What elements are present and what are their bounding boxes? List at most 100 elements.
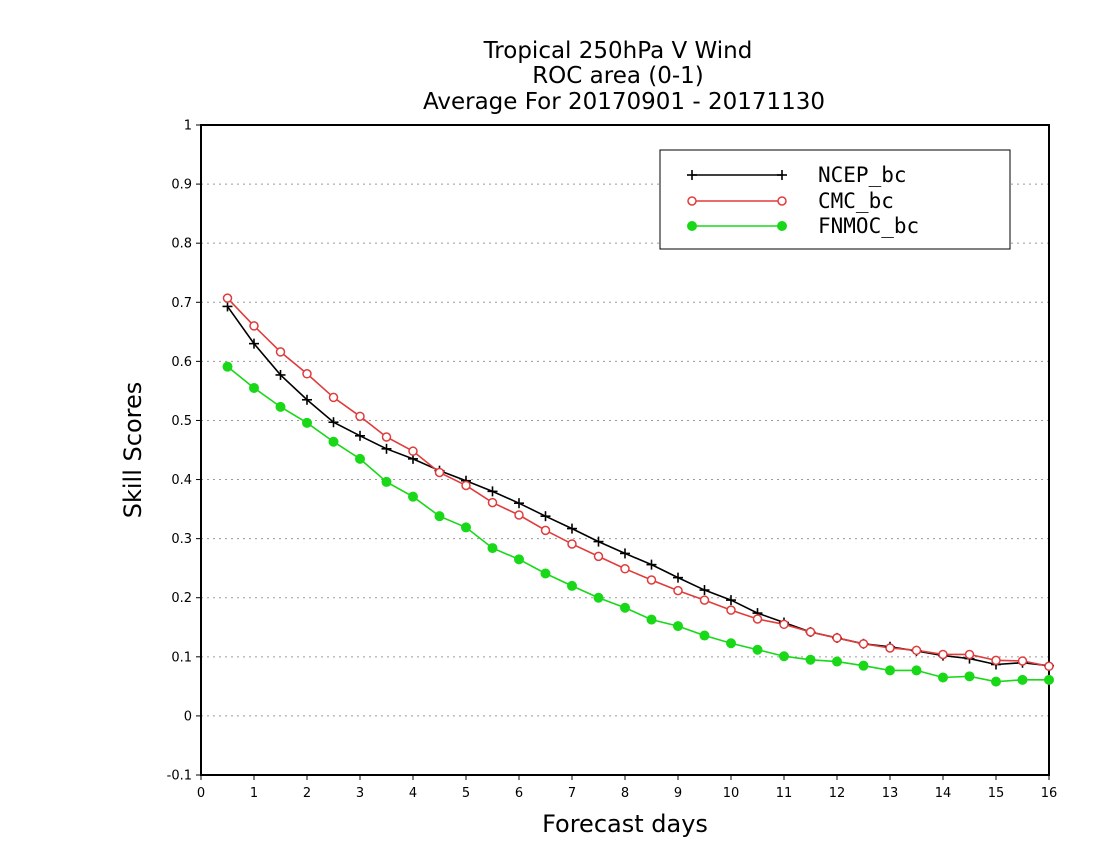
- data-point: [858, 660, 869, 671]
- x-tick-label: 5: [462, 786, 470, 801]
- y-tick-label: -0.1: [167, 769, 192, 784]
- data-point: [911, 645, 922, 656]
- x-tick-label: 6: [515, 786, 523, 801]
- data-point: [328, 417, 339, 428]
- data-point: [355, 430, 365, 441]
- data-point: [964, 649, 975, 660]
- data-point: [302, 369, 312, 379]
- chart-title-line-2: ROC area (0-1): [532, 63, 704, 89]
- data-point: [699, 630, 710, 641]
- data-point: [302, 394, 312, 405]
- y-tick-label: 0.1: [171, 650, 192, 665]
- data-point: [302, 417, 312, 428]
- data-point: [328, 392, 339, 403]
- data-point: [249, 321, 259, 331]
- y-tick-label: 0.9: [171, 178, 192, 193]
- data-point: [567, 580, 577, 591]
- data-point: [779, 651, 789, 662]
- data-point: [673, 572, 683, 583]
- series-line-fnmoc-bc: [226, 366, 1049, 683]
- y-tick-label: 0.7: [171, 296, 192, 311]
- data-point: [275, 401, 286, 412]
- data-point: [620, 602, 630, 613]
- data-point: [964, 671, 975, 682]
- y-tick-label: 0.8: [171, 237, 192, 252]
- x-tick-label: 4: [409, 786, 417, 801]
- data-point: [832, 633, 842, 643]
- data-point: [381, 476, 392, 487]
- y-tick-label: 0.2: [171, 591, 192, 606]
- x-tick-label: 10: [723, 786, 740, 801]
- data-point: [832, 656, 842, 667]
- x-tick-label: 0: [197, 786, 205, 801]
- legend-marker: [777, 170, 787, 180]
- data-point: [885, 665, 895, 676]
- data-point: [593, 551, 604, 562]
- series-line-ncep-bc: [226, 305, 1050, 667]
- data-point: [540, 511, 551, 522]
- data-point: [1017, 656, 1028, 666]
- data-point: [646, 614, 657, 625]
- x-tick-label: 13: [882, 786, 899, 801]
- data-point: [355, 453, 365, 464]
- data-point: [938, 672, 948, 683]
- data-point: [699, 595, 710, 605]
- x-tick-label: 3: [356, 786, 364, 801]
- data-point: [355, 411, 365, 422]
- data-point: [514, 554, 524, 565]
- y-tick-label: 1: [184, 119, 192, 134]
- series-line-cmc-bc: [226, 297, 1050, 668]
- data-point: [514, 498, 524, 509]
- y-tick-label: 0.6: [171, 355, 192, 370]
- data-point: [567, 539, 577, 549]
- grid-lines: [201, 183, 1049, 717]
- legend-marker: [687, 196, 697, 206]
- data-point: [620, 564, 630, 574]
- data-point: [991, 676, 1001, 687]
- data-point: [805, 627, 816, 637]
- chart-title-line-3: Average For 20170901 - 20171130: [423, 89, 825, 115]
- y-tick-label: 0.4: [171, 473, 192, 488]
- data-point: [938, 649, 948, 660]
- x-tick-label: 8: [621, 786, 629, 801]
- data-point: [752, 644, 763, 655]
- data-point: [275, 369, 286, 380]
- data-point: [673, 585, 683, 596]
- series-markers: [222, 293, 1054, 687]
- data-point: [1044, 674, 1054, 685]
- data-point: [620, 548, 630, 559]
- data-point: [646, 559, 657, 570]
- y-axis-label: Skill Scores: [119, 382, 147, 519]
- chart-title-line-1: Tropical 250hPa V Wind: [483, 38, 753, 64]
- data-point: [540, 525, 551, 536]
- legend-marker: [687, 221, 697, 231]
- x-tick-label: 1: [250, 786, 258, 801]
- data-point: [249, 382, 259, 393]
- y-tick-label: 0: [184, 709, 192, 724]
- data-point: [646, 575, 657, 585]
- series-lines: [226, 297, 1050, 683]
- data-point: [726, 605, 736, 615]
- legend-box: [659, 149, 1011, 250]
- data-point: [434, 467, 445, 478]
- data-point: [461, 480, 471, 491]
- data-point: [381, 432, 392, 442]
- data-point: [328, 436, 339, 447]
- data-point: [222, 293, 233, 303]
- legend-marker: [687, 170, 697, 180]
- data-point: [726, 595, 736, 606]
- x-tick-label: 9: [674, 786, 682, 801]
- data-point: [487, 543, 498, 554]
- data-point: [567, 523, 577, 534]
- x-tick-label: 15: [988, 786, 1005, 801]
- data-point: [779, 619, 789, 630]
- data-point: [858, 639, 869, 649]
- data-point: [461, 522, 471, 533]
- axes: -0.100.10.20.30.40.50.60.70.80.910 1 2 3 4 5 6…: [167, 119, 1058, 802]
- data-point: [673, 621, 683, 632]
- x-tick-label: 12: [829, 786, 846, 801]
- data-point: [726, 638, 736, 649]
- legend-label: CMC_bc: [818, 189, 894, 213]
- x-tick-label: 2: [303, 786, 311, 801]
